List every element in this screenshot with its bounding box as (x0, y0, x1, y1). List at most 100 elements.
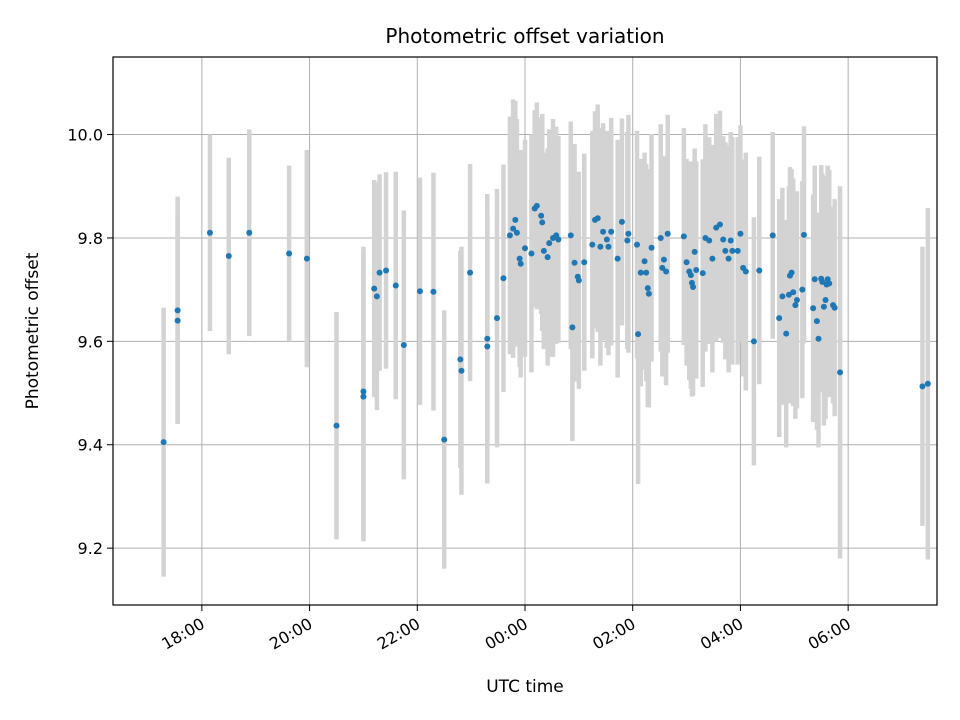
data-point (687, 272, 694, 279)
data-point (779, 293, 786, 300)
data-point (790, 289, 797, 296)
data-point (603, 236, 610, 243)
data-point (517, 260, 524, 267)
data-point (571, 259, 578, 266)
data-point (727, 237, 734, 244)
data-point (722, 247, 729, 254)
data-point (516, 255, 523, 262)
data-point (799, 286, 806, 293)
data-point (831, 304, 838, 311)
data-points (160, 202, 931, 446)
data-point (716, 221, 723, 228)
data-point (392, 282, 399, 289)
data-point (513, 229, 520, 236)
data-point (484, 335, 491, 342)
data-point (776, 315, 783, 322)
chart-title: Photometric offset variation (385, 24, 664, 48)
data-point (174, 307, 181, 314)
data-point (820, 303, 827, 310)
data-point (742, 268, 749, 275)
data-point (625, 230, 632, 237)
data-point (373, 293, 380, 300)
y-tick-label: 9.8 (78, 229, 103, 248)
data-point (756, 267, 763, 274)
data-point (634, 241, 641, 248)
data-point (575, 277, 582, 284)
data-point (635, 331, 642, 338)
data-point (286, 250, 293, 257)
x-axis-label: UTC time (486, 677, 564, 697)
data-point (597, 243, 604, 250)
data-point (693, 266, 700, 273)
data-point (645, 290, 652, 297)
data-point (720, 236, 727, 243)
x-tick-label: 06:00 (805, 614, 854, 654)
data-point (783, 330, 790, 337)
data-point (785, 291, 792, 298)
data-point (826, 280, 833, 287)
data-point (493, 315, 500, 322)
data-point (528, 250, 535, 257)
data-point (160, 439, 167, 446)
data-point (546, 240, 553, 247)
data-point (467, 269, 474, 276)
data-point (660, 256, 667, 263)
data-point (811, 276, 818, 283)
data-point (734, 247, 741, 254)
data-point (539, 219, 546, 226)
y-tick-label: 9.2 (78, 539, 103, 558)
data-point (837, 369, 844, 376)
x-tick-label: 04:00 (697, 614, 746, 654)
data-point (457, 356, 464, 363)
data-point (544, 254, 551, 261)
data-point (800, 231, 807, 238)
data-point (567, 232, 574, 239)
data-point (699, 270, 706, 277)
data-point (788, 269, 795, 276)
data-point (500, 275, 507, 282)
y-axis-label: Photometric offset (23, 252, 43, 409)
data-point (333, 422, 340, 429)
data-point (641, 258, 648, 265)
data-point (657, 234, 664, 241)
data-point (822, 296, 829, 303)
data-point (691, 248, 698, 255)
data-point (589, 241, 596, 248)
data-point (555, 236, 562, 243)
data-point (376, 269, 383, 276)
data-point (690, 284, 697, 291)
data-point (663, 268, 670, 275)
data-point (819, 278, 826, 285)
data-point (383, 267, 390, 274)
data-point (600, 228, 607, 235)
data-point (360, 388, 367, 395)
data-point (750, 338, 757, 345)
data-point (538, 212, 545, 219)
x-tick-label: 18:00 (158, 614, 207, 654)
data-point (206, 229, 213, 236)
data-point (512, 216, 519, 223)
data-point (737, 230, 744, 237)
data-point (815, 335, 822, 342)
data-point (540, 247, 547, 254)
y-tick-label: 9.4 (78, 436, 103, 455)
data-point (246, 229, 253, 236)
data-point (608, 228, 615, 235)
x-tick-label: 20:00 (266, 614, 315, 654)
data-point (581, 259, 588, 266)
data-point (614, 255, 621, 262)
data-point (709, 255, 716, 262)
data-point (360, 393, 367, 400)
data-point (174, 317, 181, 324)
data-point (683, 259, 690, 266)
data-point (510, 225, 517, 232)
data-point (624, 237, 631, 244)
data-point (648, 244, 655, 251)
data-point (643, 269, 650, 276)
data-point (618, 218, 625, 225)
x-tick-label: 00:00 (482, 614, 531, 654)
data-point (430, 288, 437, 295)
data-point (605, 243, 612, 250)
x-tick-label: 22:00 (374, 614, 423, 654)
